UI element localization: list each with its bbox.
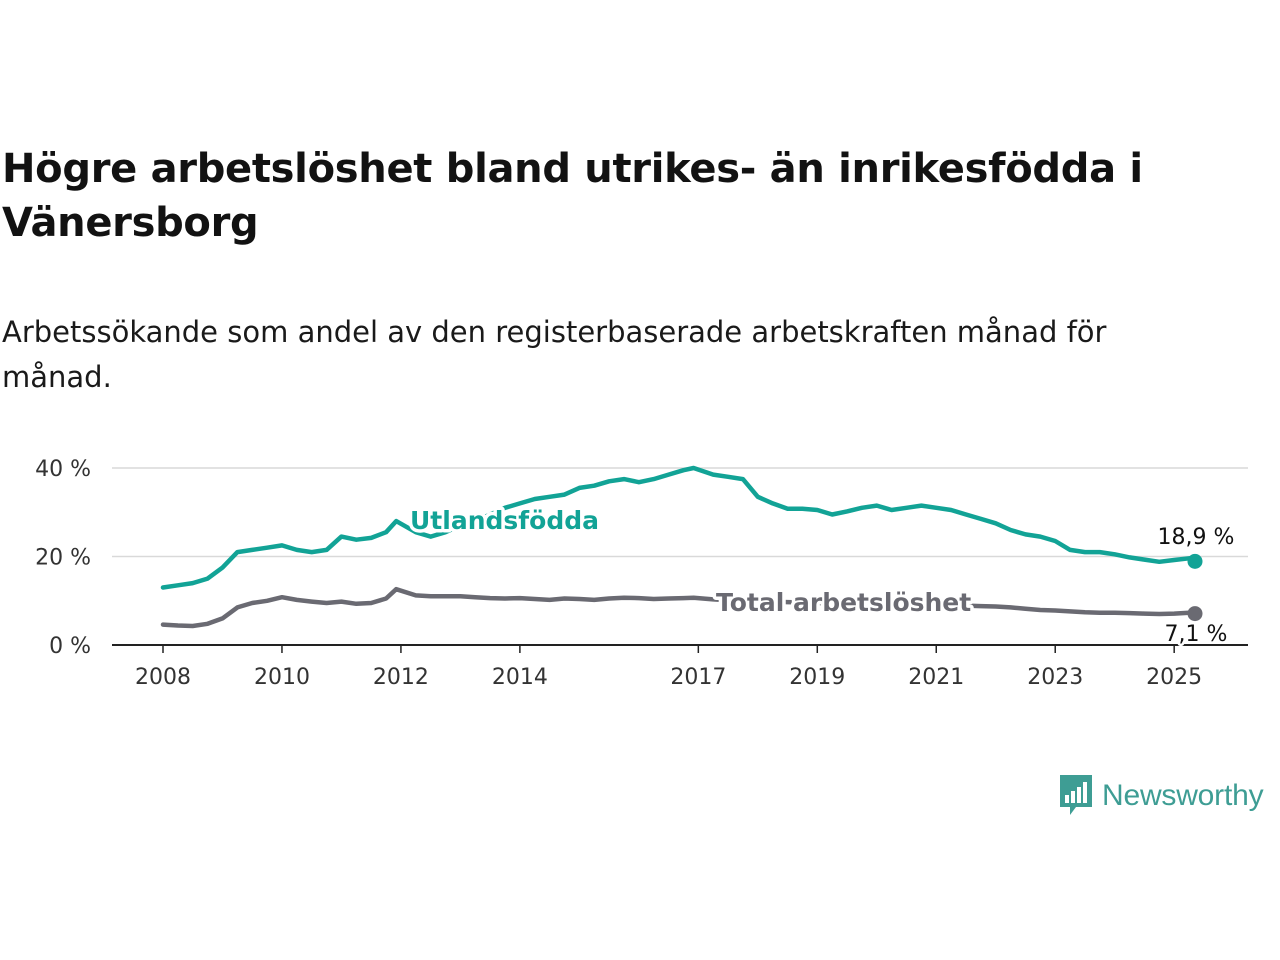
series-labels: Utlandsfödda Total arbetslöshet 18,9 % 7,1 …	[407, 503, 1237, 650]
total-arbetsloshet-end-marker	[1187, 606, 1203, 622]
x-tick-label: 2017	[670, 665, 726, 690]
x-tick-label: 2021	[908, 665, 964, 690]
newsworthy-logo[interactable]: Newsworthy	[1058, 772, 1264, 820]
y-tick-label: 20 %	[35, 546, 91, 571]
series-lines	[160, 465, 1203, 629]
bar-chart-speech-bubble-icon	[1060, 775, 1092, 815]
x-tick-label: 2014	[492, 665, 548, 690]
chart-subtitle: Arbetssökande som andel av den registerb…	[2, 315, 1107, 394]
x-tick-label: 2023	[1027, 665, 1083, 690]
utlandsfodda-end-marker	[1187, 553, 1203, 569]
brand-name: Newsworthy	[1102, 779, 1264, 812]
x-tick-label: 2012	[373, 665, 429, 690]
total-arbetsloshet-end-value: 7,1 %	[1165, 622, 1228, 647]
utlandsfodda-line	[160, 465, 1198, 590]
total-arbetsloshet-label: Total arbetslöshet	[716, 588, 971, 617]
utlandsfodda-label: Utlandsfödda	[410, 506, 599, 535]
x-tick-label: 2008	[135, 665, 191, 690]
x-axis-ticks: 2008 2010 2012 2014 2017 2019 2021 2023 2025	[135, 645, 1202, 690]
line-chart: 0 % 20 % 40 % 2008 2010 2012 2014 2017 2019 2021…	[35, 457, 1248, 690]
utlandsfodda-end-value: 18,9 %	[1158, 525, 1235, 550]
gridlines	[112, 467, 1248, 646]
total-arbetsloshet-line	[160, 586, 1198, 629]
y-tick-label: 40 %	[35, 457, 91, 482]
x-tick-label: 2025	[1146, 665, 1202, 690]
x-tick-label: 2019	[789, 665, 845, 690]
y-tick-label: 0 %	[49, 634, 91, 659]
x-tick-label: 2010	[254, 665, 310, 690]
y-axis-ticks: 0 % 20 % 40 %	[35, 457, 91, 659]
chart-title: Högre arbetslöshet bland utrikes- än inr…	[2, 146, 1143, 246]
